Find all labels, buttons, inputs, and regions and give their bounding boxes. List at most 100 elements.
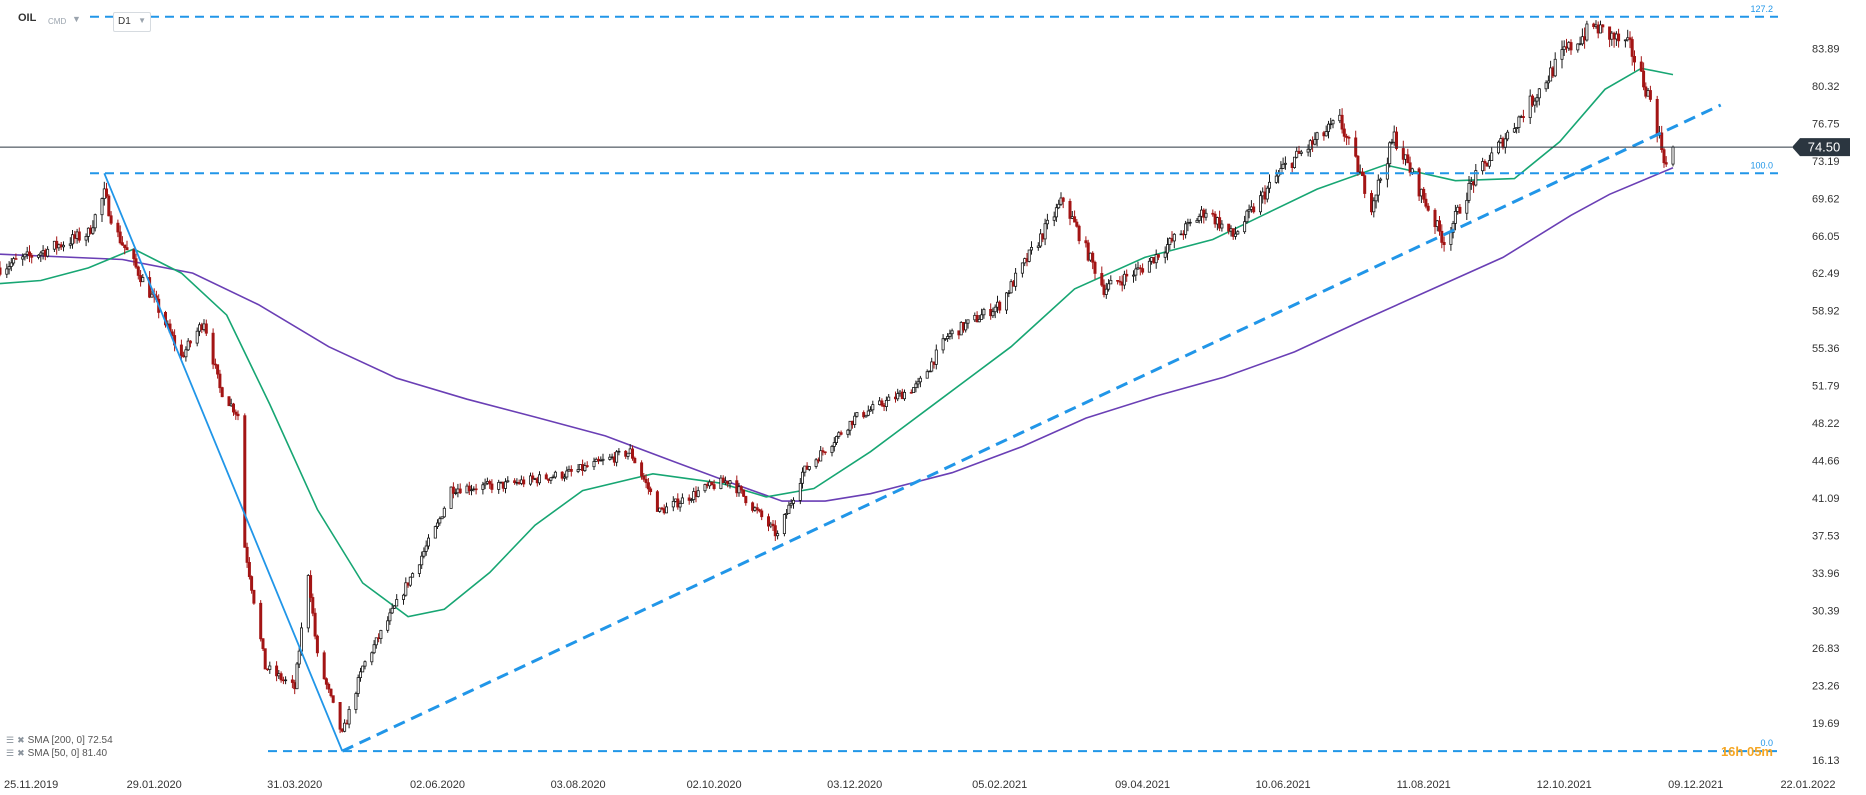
candle (1154, 249, 1158, 269)
close-icon[interactable]: ✖ (17, 735, 25, 745)
candle-body (916, 381, 920, 385)
candle (1166, 237, 1170, 261)
candle (757, 508, 761, 513)
candle (499, 481, 503, 484)
candle-body (1295, 150, 1299, 158)
candle (721, 475, 725, 484)
y-tick-label: 26.83 (1812, 643, 1840, 655)
y-tick-label: 44.66 (1812, 456, 1840, 468)
candle-body (649, 488, 653, 492)
candle-body (1172, 233, 1176, 242)
close-icon[interactable]: ✖ (17, 748, 25, 758)
candle-body (275, 665, 279, 677)
candle-body (1147, 260, 1151, 273)
candle-body (1363, 175, 1367, 194)
y-tick-label: 66.05 (1812, 231, 1840, 243)
candle-body (957, 330, 961, 336)
candle (671, 496, 675, 512)
candle (1249, 200, 1253, 213)
candle (513, 478, 517, 485)
legend-sma-200[interactable]: ☰ ✖ SMA [200, 0] 72.54 (6, 735, 113, 746)
candle-body (485, 481, 489, 484)
candle (517, 479, 521, 485)
candle (454, 488, 458, 496)
candle (324, 677, 328, 690)
candle (633, 456, 637, 464)
timeframe-selector[interactable]: D1 ▼ (113, 12, 151, 32)
candle-body (642, 475, 646, 480)
candle-body (1458, 206, 1462, 214)
candle (52, 240, 56, 252)
candle (1061, 196, 1065, 209)
candle (982, 307, 986, 319)
candle-body (361, 665, 365, 673)
y-tick-label: 62.49 (1812, 268, 1840, 280)
x-tick-label: 29.01.2020 (127, 779, 182, 791)
candle (1601, 24, 1605, 33)
candle-body (837, 432, 841, 437)
candle-body (1392, 131, 1396, 143)
candle-body (692, 491, 696, 500)
settings-icon[interactable]: ☰ (6, 735, 15, 745)
time-axis[interactable]: 25.11.2019 29.01.2020 31.03.2020 02.06.2020… (4, 744, 1836, 791)
y-tick-label: 69.62 (1812, 193, 1840, 205)
candle-body (451, 486, 455, 494)
candle-body (21, 256, 25, 260)
candle (93, 213, 97, 232)
candle (186, 338, 190, 351)
candle-body (705, 484, 709, 487)
candle-body (1220, 223, 1224, 229)
symbol-label[interactable]: OIL (18, 12, 37, 24)
candle (848, 420, 852, 436)
candle (728, 480, 732, 489)
legend-sma-50[interactable]: ☰ ✖ SMA [50, 0] 81.40 (6, 748, 107, 759)
candle-body (1116, 279, 1120, 282)
candle-body (551, 476, 555, 479)
candle-body (411, 573, 415, 578)
candle (909, 389, 913, 394)
candle (1474, 164, 1478, 187)
candle (832, 437, 836, 452)
candle-body (261, 638, 265, 650)
settings-icon[interactable]: ☰ (6, 748, 15, 758)
candle-body (1107, 283, 1111, 290)
candle (1313, 132, 1317, 146)
candle-body (277, 673, 281, 677)
candle-body (1197, 215, 1201, 221)
candlestick-series (0, 20, 1675, 734)
fib-level-label: 100.0 (1750, 160, 1773, 170)
chevron-down-icon[interactable]: ▼ (72, 14, 81, 24)
candle (567, 465, 571, 472)
candle (422, 547, 426, 559)
candle-body (789, 502, 793, 506)
candle-body (617, 450, 621, 453)
candle (86, 227, 90, 243)
candle-body (785, 513, 789, 516)
candle (404, 577, 408, 597)
candle-body (529, 475, 533, 485)
trend-lines[interactable] (103, 103, 1722, 753)
candle (1481, 157, 1485, 175)
y-tick-label: 30.39 (1812, 605, 1840, 617)
candle-body (1585, 23, 1589, 41)
price-axis[interactable]: 83.89 80.32 76.75 73.19 69.62 66.05 62.49 58.92… (1812, 43, 1840, 767)
candle (1007, 290, 1011, 298)
y-tick-label: 41.09 (1812, 493, 1840, 505)
support-trend-line (341, 103, 1722, 753)
candle (259, 600, 263, 642)
candle (141, 274, 145, 283)
fibonacci-levels[interactable]: 127.2 100.0 0.0 (90, 4, 1778, 753)
candle (1395, 126, 1399, 151)
candle-body (1644, 86, 1648, 97)
candle-body (753, 507, 757, 511)
candle (792, 497, 796, 509)
candle-body (354, 693, 358, 710)
candle-body (658, 507, 662, 512)
candle-body (1358, 171, 1362, 174)
candle-body (105, 188, 109, 197)
candle-body (1565, 46, 1569, 49)
candle (957, 330, 961, 340)
candle (483, 478, 487, 490)
candle (565, 466, 569, 480)
